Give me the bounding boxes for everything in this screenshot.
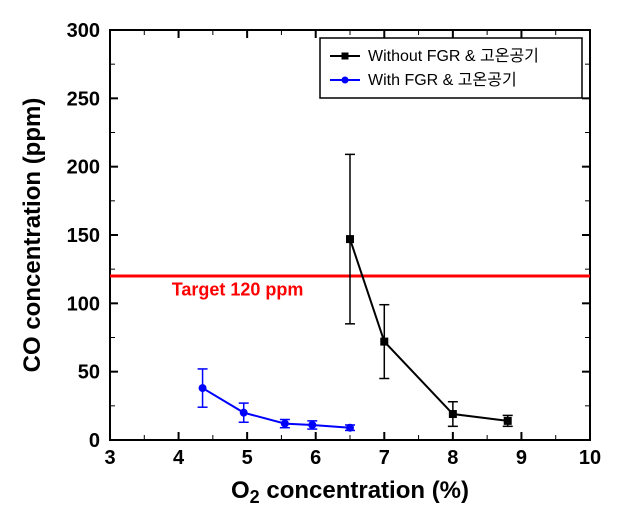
marker-square bbox=[504, 417, 511, 424]
chart-container: 345678910050100150200250300Target 120 pp… bbox=[0, 0, 638, 525]
y-tick-label: 250 bbox=[67, 88, 100, 110]
x-tick-label: 4 bbox=[173, 447, 185, 469]
x-tick-label: 9 bbox=[516, 447, 527, 469]
series-line-1 bbox=[203, 388, 350, 428]
legend-label: Without FGR & 고온공기 bbox=[368, 47, 539, 65]
y-axis-title: CO concentration (ppm) bbox=[19, 98, 46, 373]
x-tick-label: 3 bbox=[104, 447, 115, 469]
legend-box bbox=[320, 38, 582, 98]
x-tick-label: 10 bbox=[579, 447, 601, 469]
marker-square bbox=[449, 411, 456, 418]
y-tick-label: 100 bbox=[67, 293, 100, 315]
x-tick-label: 8 bbox=[447, 447, 458, 469]
y-tick-label: 200 bbox=[67, 157, 100, 179]
target-label: Target 120 ppm bbox=[172, 280, 304, 300]
x-tick-label: 7 bbox=[379, 447, 390, 469]
x-tick-label: 5 bbox=[242, 447, 253, 469]
y-tick-label: 150 bbox=[67, 225, 100, 247]
y-tick-label: 0 bbox=[89, 430, 100, 452]
marker-square bbox=[381, 338, 388, 345]
y-tick-label: 300 bbox=[67, 20, 100, 42]
legend-label: With FGR & 고온공기 bbox=[368, 71, 517, 89]
chart-svg: 345678910050100150200250300Target 120 pp… bbox=[0, 0, 638, 525]
legend-marker bbox=[342, 77, 349, 84]
series-line-0 bbox=[350, 239, 508, 421]
legend-marker bbox=[342, 53, 349, 60]
y-tick-label: 50 bbox=[78, 362, 100, 384]
x-tick-label: 6 bbox=[310, 447, 321, 469]
x-axis-title: O2 concentration (%) bbox=[231, 477, 469, 507]
marker-circle bbox=[281, 420, 288, 427]
marker-circle bbox=[199, 385, 206, 392]
marker-circle bbox=[240, 409, 247, 416]
marker-circle bbox=[309, 421, 316, 428]
marker-square bbox=[347, 236, 354, 243]
marker-circle bbox=[347, 424, 354, 431]
